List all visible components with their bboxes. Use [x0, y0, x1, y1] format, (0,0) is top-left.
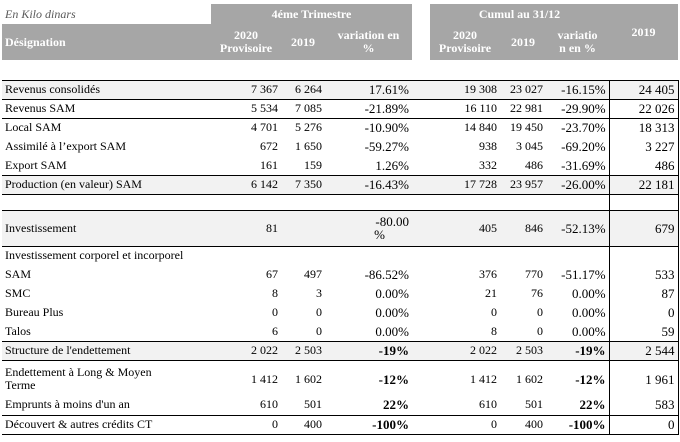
table-row: Découvert & autres crédits CT 0 400 -100…	[2, 414, 679, 435]
header-row-groups: En Kilo dinars 4éme Trimestre Cumul au 3…	[2, 4, 679, 60]
table-row: Assimilé à l’export SAM 672 1 650 -59.27…	[2, 137, 679, 156]
group-header-cumul: Cumul au 31/12	[430, 4, 610, 24]
col-header-cumul-2019: 2019	[500, 24, 546, 60]
table-row: Talos 6 0 0.00% 8 0 0.00% 59	[2, 322, 679, 342]
header-row-columns: Désignation 2020 Provisoire 2019 variatio…	[2, 24, 678, 60]
table-row: Investissement corporel et incorporel	[2, 246, 679, 265]
col-header-designation: Désignation	[2, 24, 211, 60]
table-row: Revenus SAM 5 534 7 085 -21.89% 16 110 2…	[2, 99, 679, 119]
group-header-q4: 4éme Trimestre	[211, 4, 412, 24]
table-row: SMC 8 3 0.00% 21 76 0.00% 87	[2, 284, 679, 303]
table-row: SAM 67 497 -86.52% 376 770 -51.17% 533	[2, 265, 679, 284]
col-header-q4-2019: 2019	[281, 24, 325, 60]
row-label: Local SAM	[5, 120, 62, 135]
row-label: Découvert & autres crédits CT	[2, 414, 211, 435]
unit-note: En Kilo dinars	[5, 6, 76, 21]
financial-indicators-table: En Kilo dinars 4éme Trimestre Cumul au 3…	[2, 4, 679, 435]
col-header-year-2019: 2019	[609, 4, 679, 60]
col-header-cumul-2020: 2020 Provisoire	[430, 24, 500, 60]
row-label: SMC	[5, 286, 31, 300]
col-header-q4-variation: variation en%	[325, 24, 412, 60]
row-label: Production (en valeur) SAM	[2, 174, 211, 195]
table-row: Production (en valeur) SAM 6 142 7 350 -…	[2, 174, 679, 195]
row-label: Talos	[2, 322, 211, 342]
row-label: Export SAM	[5, 157, 67, 172]
col-header-cumul-variation: variatio n en %	[546, 24, 610, 60]
table-row: Revenus consolidés 7 367 6 264 17.61% 19…	[2, 79, 679, 100]
col-header-q4-2020: 2020 Provisoire	[211, 24, 281, 60]
row-label: Revenus consolidés	[2, 79, 211, 100]
table-row: Bureau Plus 0 0 0.00% 0 0 0.00% 0	[2, 303, 679, 322]
row-label: Endettement à Long & Moyen Terme	[5, 365, 152, 392]
table-row: Endettement à Long & Moyen Terme 1 412 1 …	[2, 364, 679, 394]
row-label: Emprunts à moins d'un an	[5, 396, 130, 411]
table-row: Export SAM 161 159 1.26% 332 486 -31.69%…	[2, 156, 679, 175]
row-label: Investissement	[2, 209, 211, 247]
table-row: Local SAM 4 701 5 276 -10.90% 14 840 19 …	[2, 118, 679, 137]
table-row: Investissement 81 -80.00% 405 846 -52.13…	[2, 209, 679, 247]
row-label: Structure de l'endettement	[2, 341, 211, 361]
row-label: Investissement corporel et incorporel	[5, 248, 184, 263]
row-label: Assimilé à l’export SAM	[5, 139, 126, 153]
row-label: Revenus SAM	[2, 99, 211, 119]
row-label: SAM	[5, 267, 32, 281]
row-label: Bureau Plus	[5, 305, 64, 319]
table-row: Emprunts à moins d'un an 610 501 22% 610…	[2, 394, 679, 415]
table-row: Structure de l'endettement 2 022 2 503 -…	[2, 341, 679, 361]
